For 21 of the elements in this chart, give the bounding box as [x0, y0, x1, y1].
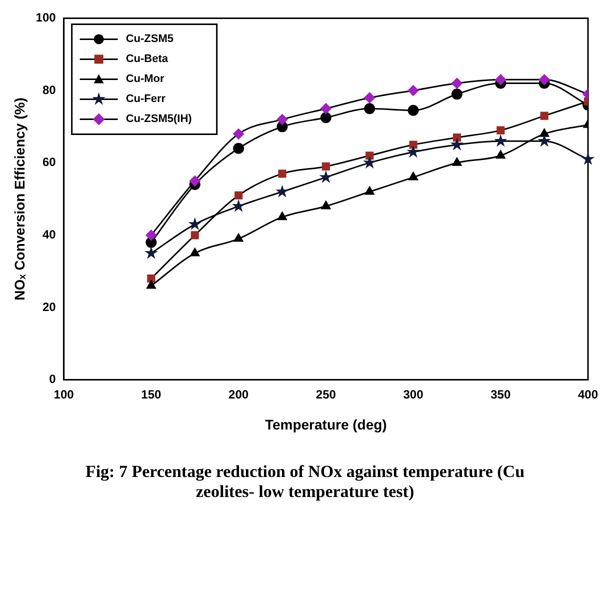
- text: Fig: 7 Percentage reduction of NOx against temperature (Cu zeolites- low temperature test): [84, 461, 526, 502]
- y-tick-label: 40: [42, 227, 56, 242]
- x-axis-title: Temperature (deg): [264, 416, 387, 432]
- x-tick-label: 250: [316, 387, 336, 402]
- legend-label: Cu-Ferr: [126, 93, 166, 106]
- y-tick-label: 80: [42, 82, 56, 97]
- y-tick-label: 20: [42, 300, 56, 314]
- y-axis-title: NOₓ Conversion Efficiency (%): [11, 98, 28, 300]
- x-tick-label: 200: [228, 387, 249, 402]
- legend-label: Cu-ZSM5: [126, 33, 174, 46]
- legend-label: Cu-Beta: [126, 53, 169, 66]
- y-tick-label: 100: [36, 10, 56, 25]
- legend-label: Cu-Mor: [126, 73, 166, 86]
- x-tick-label: 300: [403, 387, 424, 402]
- x-tick-label: 350: [490, 387, 511, 402]
- x-tick-label: 400: [578, 387, 598, 402]
- y-tick-label: 0: [49, 372, 56, 386]
- x-tick-label: 100: [54, 387, 74, 402]
- legend-label: Cu-ZSM5(IH): [126, 113, 192, 126]
- y-tick-label: 60: [42, 155, 56, 170]
- x-tick-label: 150: [141, 387, 162, 402]
